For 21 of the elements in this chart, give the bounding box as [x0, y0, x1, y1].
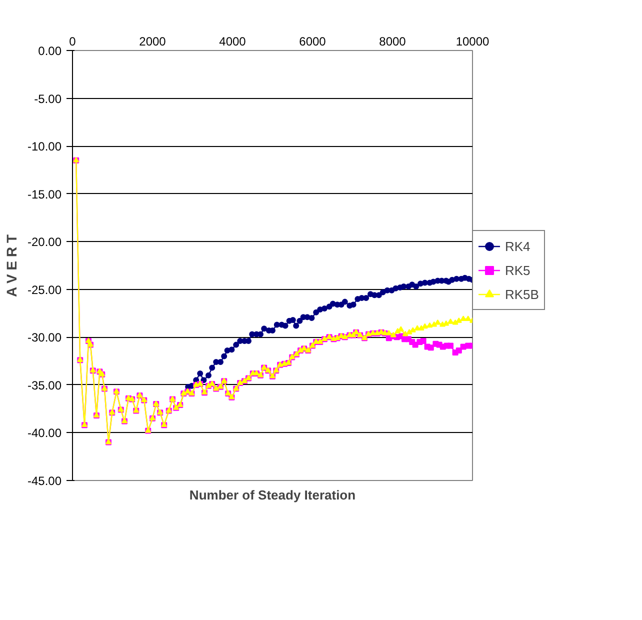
- x-tick-label: 4000: [219, 34, 246, 48]
- legend-label: RK5B: [505, 286, 539, 302]
- y-tick-label: -20.00: [27, 235, 62, 250]
- x-tick-label: 6000: [299, 34, 326, 48]
- y-tick-label: -35.00: [27, 378, 62, 392]
- x-tick-label: 8000: [379, 34, 406, 48]
- y-tick-label: -30.00: [27, 330, 62, 345]
- legend-label: RK5: [505, 262, 530, 278]
- legend-label: RK4: [505, 238, 530, 254]
- y-tick-label: 0.00: [38, 44, 62, 58]
- x-axis-title: Number of Steady Iteration: [189, 488, 356, 502]
- x-tick-label: 10000: [456, 34, 490, 48]
- y-tick-label: -40.00: [27, 426, 62, 440]
- y-axis-title: A V E R T: [3, 234, 20, 298]
- y-tick-label: -25.00: [27, 282, 62, 297]
- x-tick-label: 0: [69, 34, 76, 48]
- x-tick-label: 2000: [139, 34, 166, 48]
- y-tick-label: -45.00: [27, 474, 62, 488]
- y-tick-label: -15.00: [27, 187, 62, 202]
- y-tick-label: -10.00: [27, 140, 62, 154]
- y-tick-label: -5.00: [34, 92, 62, 106]
